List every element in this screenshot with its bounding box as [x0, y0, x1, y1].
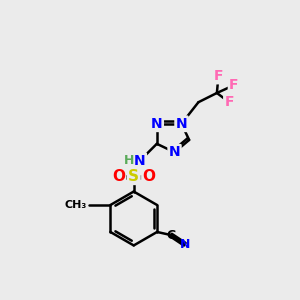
Text: S: S [128, 169, 139, 184]
Text: N: N [151, 117, 163, 131]
Text: F: F [214, 69, 223, 83]
Text: N: N [176, 117, 187, 131]
Text: N: N [134, 154, 146, 168]
Text: C: C [167, 229, 176, 242]
Text: F: F [224, 95, 234, 109]
Text: O: O [112, 169, 125, 184]
Text: CH₃: CH₃ [64, 200, 86, 210]
Text: F: F [229, 78, 239, 92]
Text: O: O [142, 169, 156, 184]
Text: N: N [169, 145, 180, 159]
Text: H: H [124, 154, 134, 167]
Text: N: N [180, 238, 190, 251]
